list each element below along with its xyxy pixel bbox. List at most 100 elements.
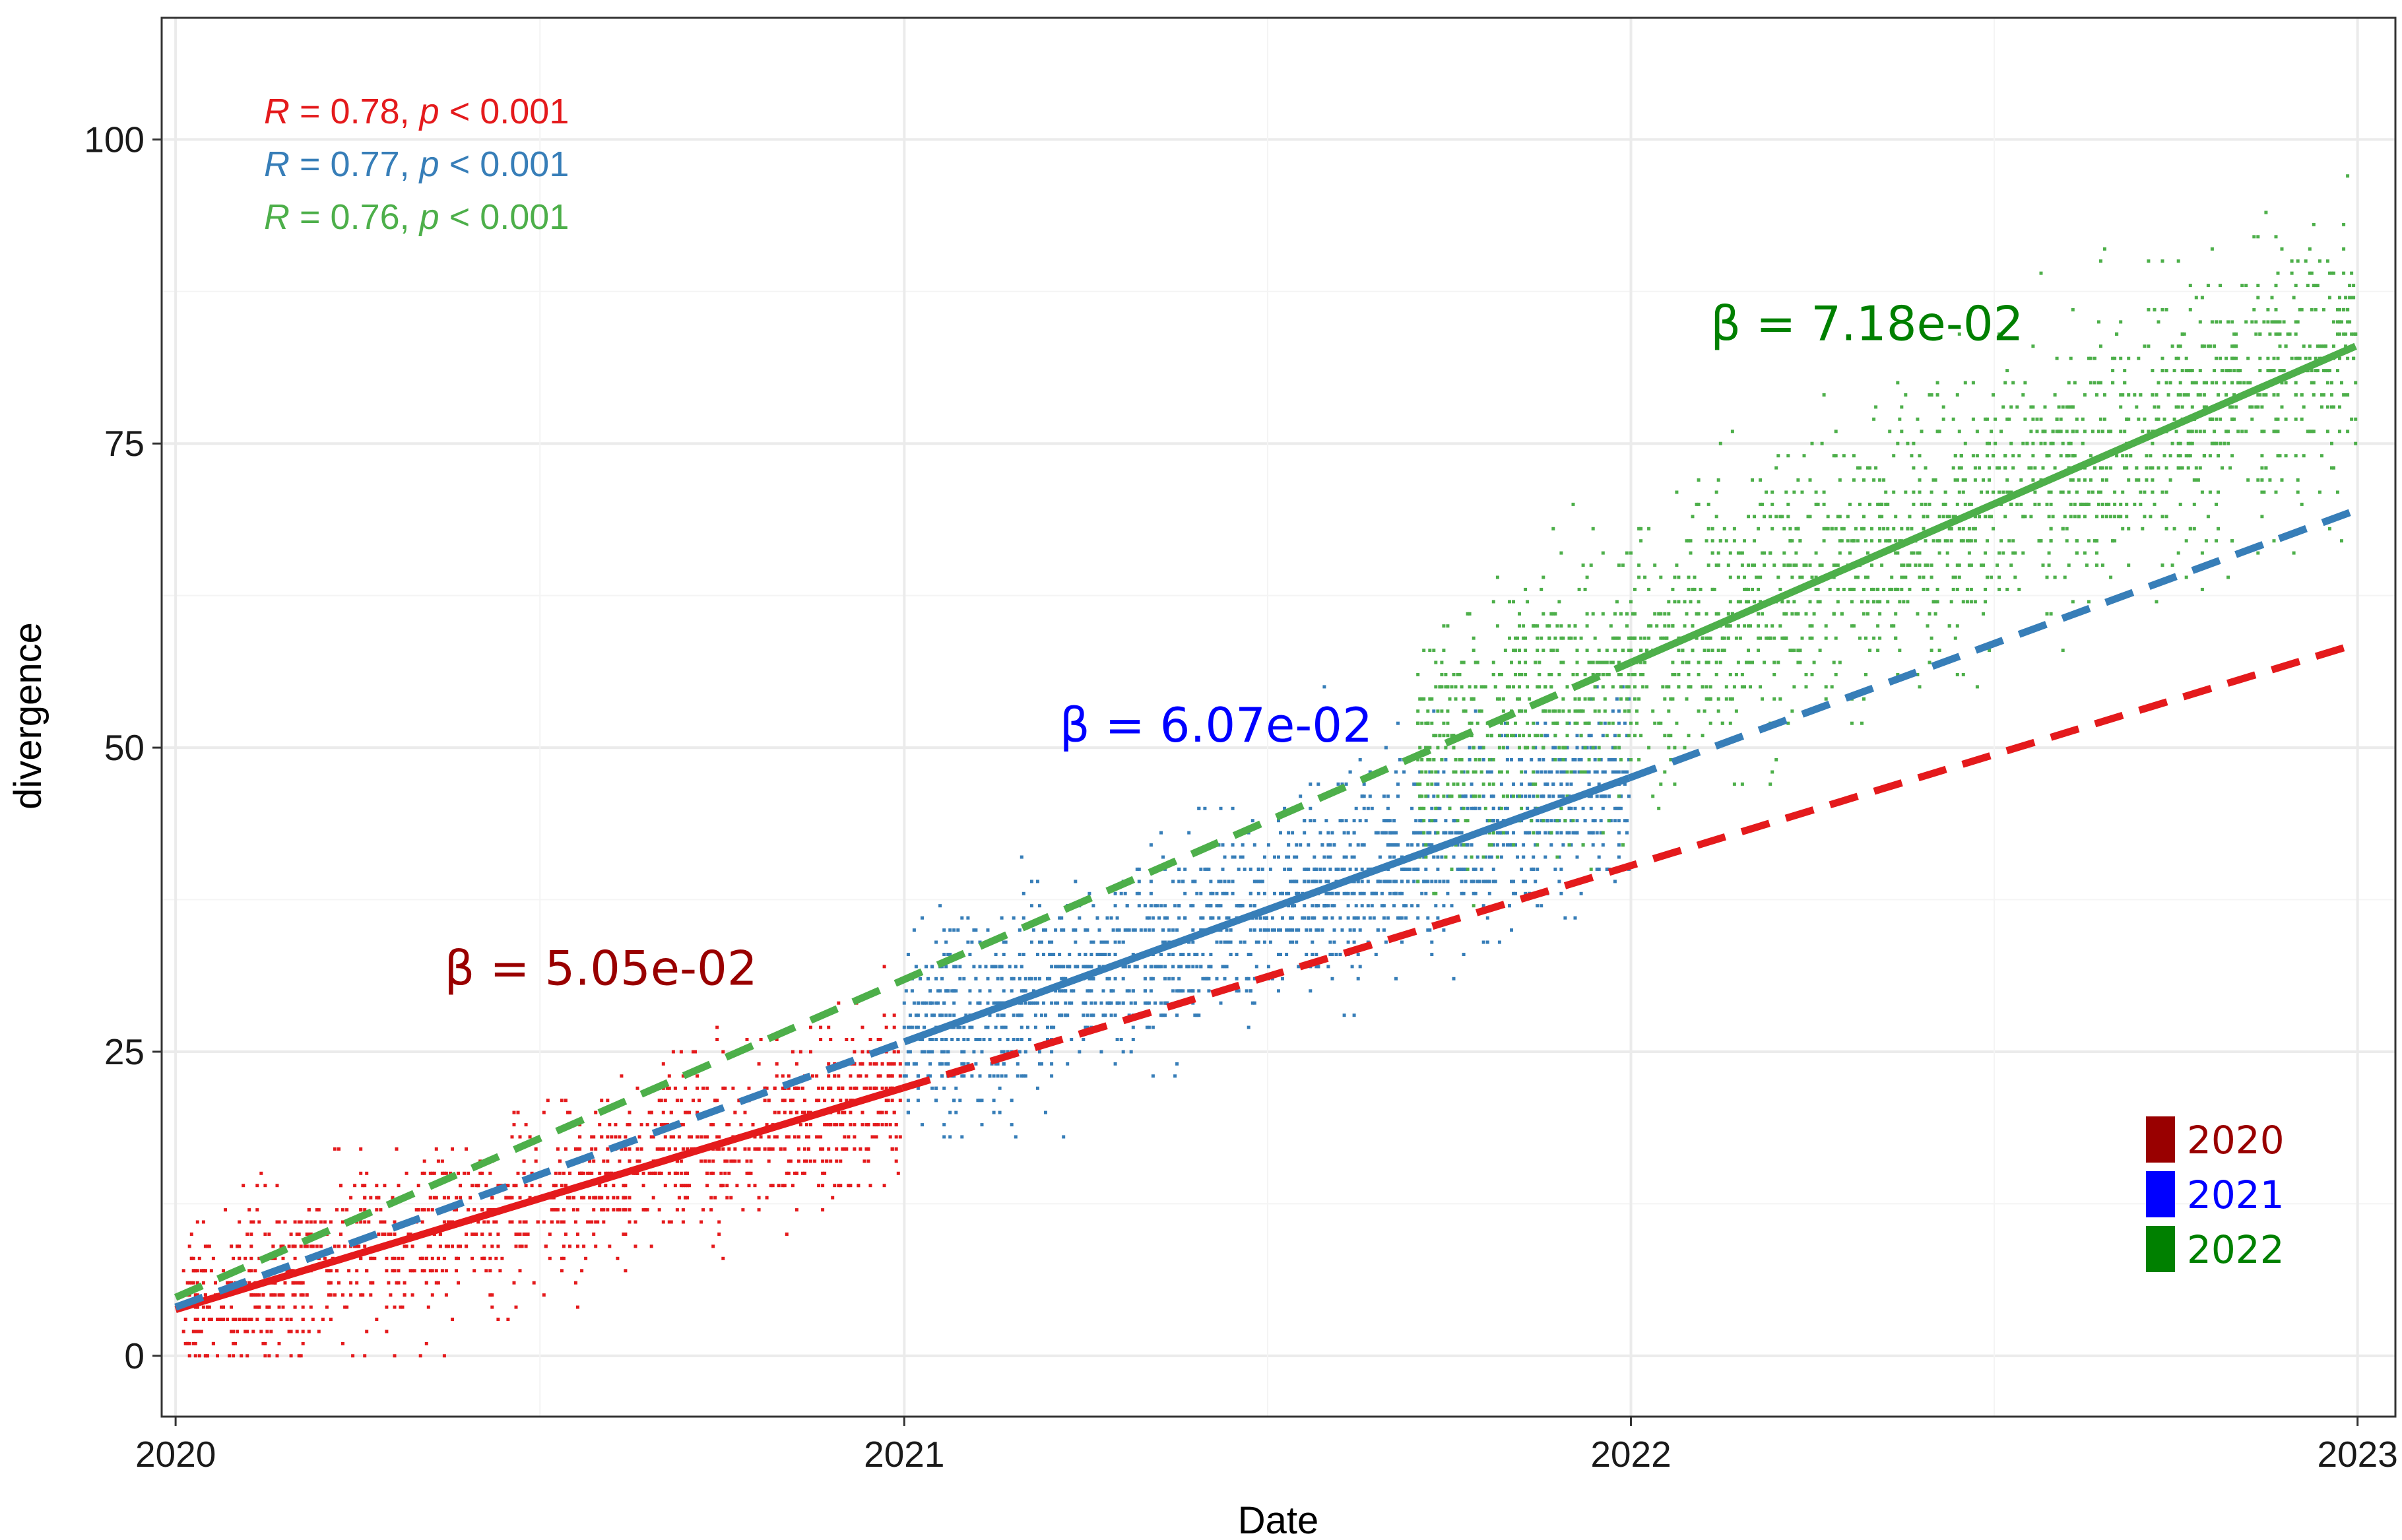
data-point-2021 [1432,794,1436,798]
data-point-2021 [1297,965,1301,969]
data-point-2020 [673,1184,677,1188]
data-point-2020 [898,1062,902,1066]
data-point-2021 [1219,1001,1223,1005]
data-point-2022 [1772,636,1776,640]
data-point-2020 [781,1086,785,1090]
data-point-2022 [1992,393,1996,397]
data-point-2021 [940,1074,944,1078]
data-point-2020 [500,1256,504,1260]
data-point-2021 [1293,880,1297,883]
data-point-2020 [301,1341,305,1345]
data-point-2021 [1038,1050,1041,1054]
data-point-2022 [2194,430,2198,433]
data-point-2020 [329,1293,333,1297]
data-point-2022 [2304,259,2308,263]
data-point-2020 [512,1123,516,1127]
data-point-2022 [2095,515,2098,519]
data-point-2022 [2294,356,2298,360]
data-point-2021 [1593,758,1597,761]
data-point-2020 [399,1305,403,1309]
data-point-2022 [2160,515,2164,519]
data-point-2021 [1386,806,1390,810]
data-point-2022 [1894,612,1898,616]
data-point-2022 [1924,539,1928,543]
data-point-2020 [201,1269,205,1273]
data-point-2020 [717,1233,721,1236]
data-point-2022 [1542,819,1545,823]
data-point-2021 [1303,831,1307,835]
data-point-2021 [946,1062,950,1066]
data-point-2020 [207,1318,211,1321]
data-point-2021 [1161,940,1165,944]
data-point-2021 [1542,758,1545,761]
data-point-2021 [926,1050,930,1054]
data-point-2022 [1864,673,1867,676]
data-point-2022 [2113,539,2117,543]
data-point-2021 [1595,685,1599,689]
data-point-2020 [556,1208,560,1212]
data-point-2021 [1571,770,1575,774]
data-point-2020 [420,1220,424,1224]
data-point-2022 [2190,381,2194,385]
data-point-2020 [455,1208,458,1212]
data-point-2022 [2095,551,2098,555]
data-point-2020 [686,1110,689,1114]
data-point-2022 [1980,490,1983,494]
data-point-2021 [1420,831,1424,835]
data-point-2022 [1567,843,1571,847]
data-point-2021 [1571,758,1575,761]
data-point-2021 [1358,819,1362,823]
data-point-2021 [940,1038,944,1041]
data-point-2021 [1023,1050,1027,1054]
data-point-2021 [994,953,998,956]
data-point-2021 [1430,953,1434,956]
data-point-2022 [1782,563,1786,567]
data-point-2021 [1072,928,1076,932]
data-point-2021 [1109,916,1113,920]
data-point-2020 [522,1220,526,1224]
data-point-2020 [438,1244,442,1248]
data-point-2020 [359,1208,363,1212]
data-point-2022 [1996,563,1999,567]
data-point-2022 [1740,673,1744,676]
data-point-2021 [1074,940,1078,944]
data-point-2020 [281,1244,285,1248]
data-point-2020 [853,1123,857,1127]
data-point-2020 [723,1171,727,1175]
data-point-2021 [1573,770,1577,774]
data-point-2021 [1474,806,1477,810]
data-point-2022 [1597,709,1601,713]
data-point-2022 [1667,734,1671,738]
data-point-2021 [976,1001,980,1005]
data-point-2022 [1633,685,1637,689]
data-point-2021 [1501,843,1505,847]
data-point-2021 [1151,928,1155,932]
data-point-2022 [1751,478,1754,482]
data-point-2021 [1589,697,1593,701]
data-point-2022 [1792,685,1796,689]
data-point-2022 [1442,624,1446,628]
data-point-2022 [2290,356,2294,360]
data-point-2020 [684,1196,687,1200]
data-point-2021 [1412,867,1416,871]
data-point-2021 [914,1062,918,1066]
data-point-2020 [592,1233,596,1236]
data-point-2022 [2011,466,2015,470]
data-point-2021 [1289,867,1293,871]
data-point-2020 [882,1013,886,1017]
grid-lines [162,18,2395,1417]
data-point-2020 [703,1135,707,1139]
data-point-2022 [1416,758,1420,761]
data-point-2021 [1394,891,1398,895]
data-point-2022 [2296,259,2300,263]
data-point-2020 [803,1171,806,1175]
data-point-2020 [446,1220,450,1224]
data-point-2021 [1426,831,1430,835]
data-point-2022 [1828,587,1832,591]
data-point-2021 [952,965,956,969]
data-point-2022 [1567,709,1571,713]
data-point-2022 [1651,709,1655,713]
data-point-2022 [2105,502,2108,506]
data-point-2021 [1416,867,1420,871]
data-point-2020 [759,1135,763,1139]
